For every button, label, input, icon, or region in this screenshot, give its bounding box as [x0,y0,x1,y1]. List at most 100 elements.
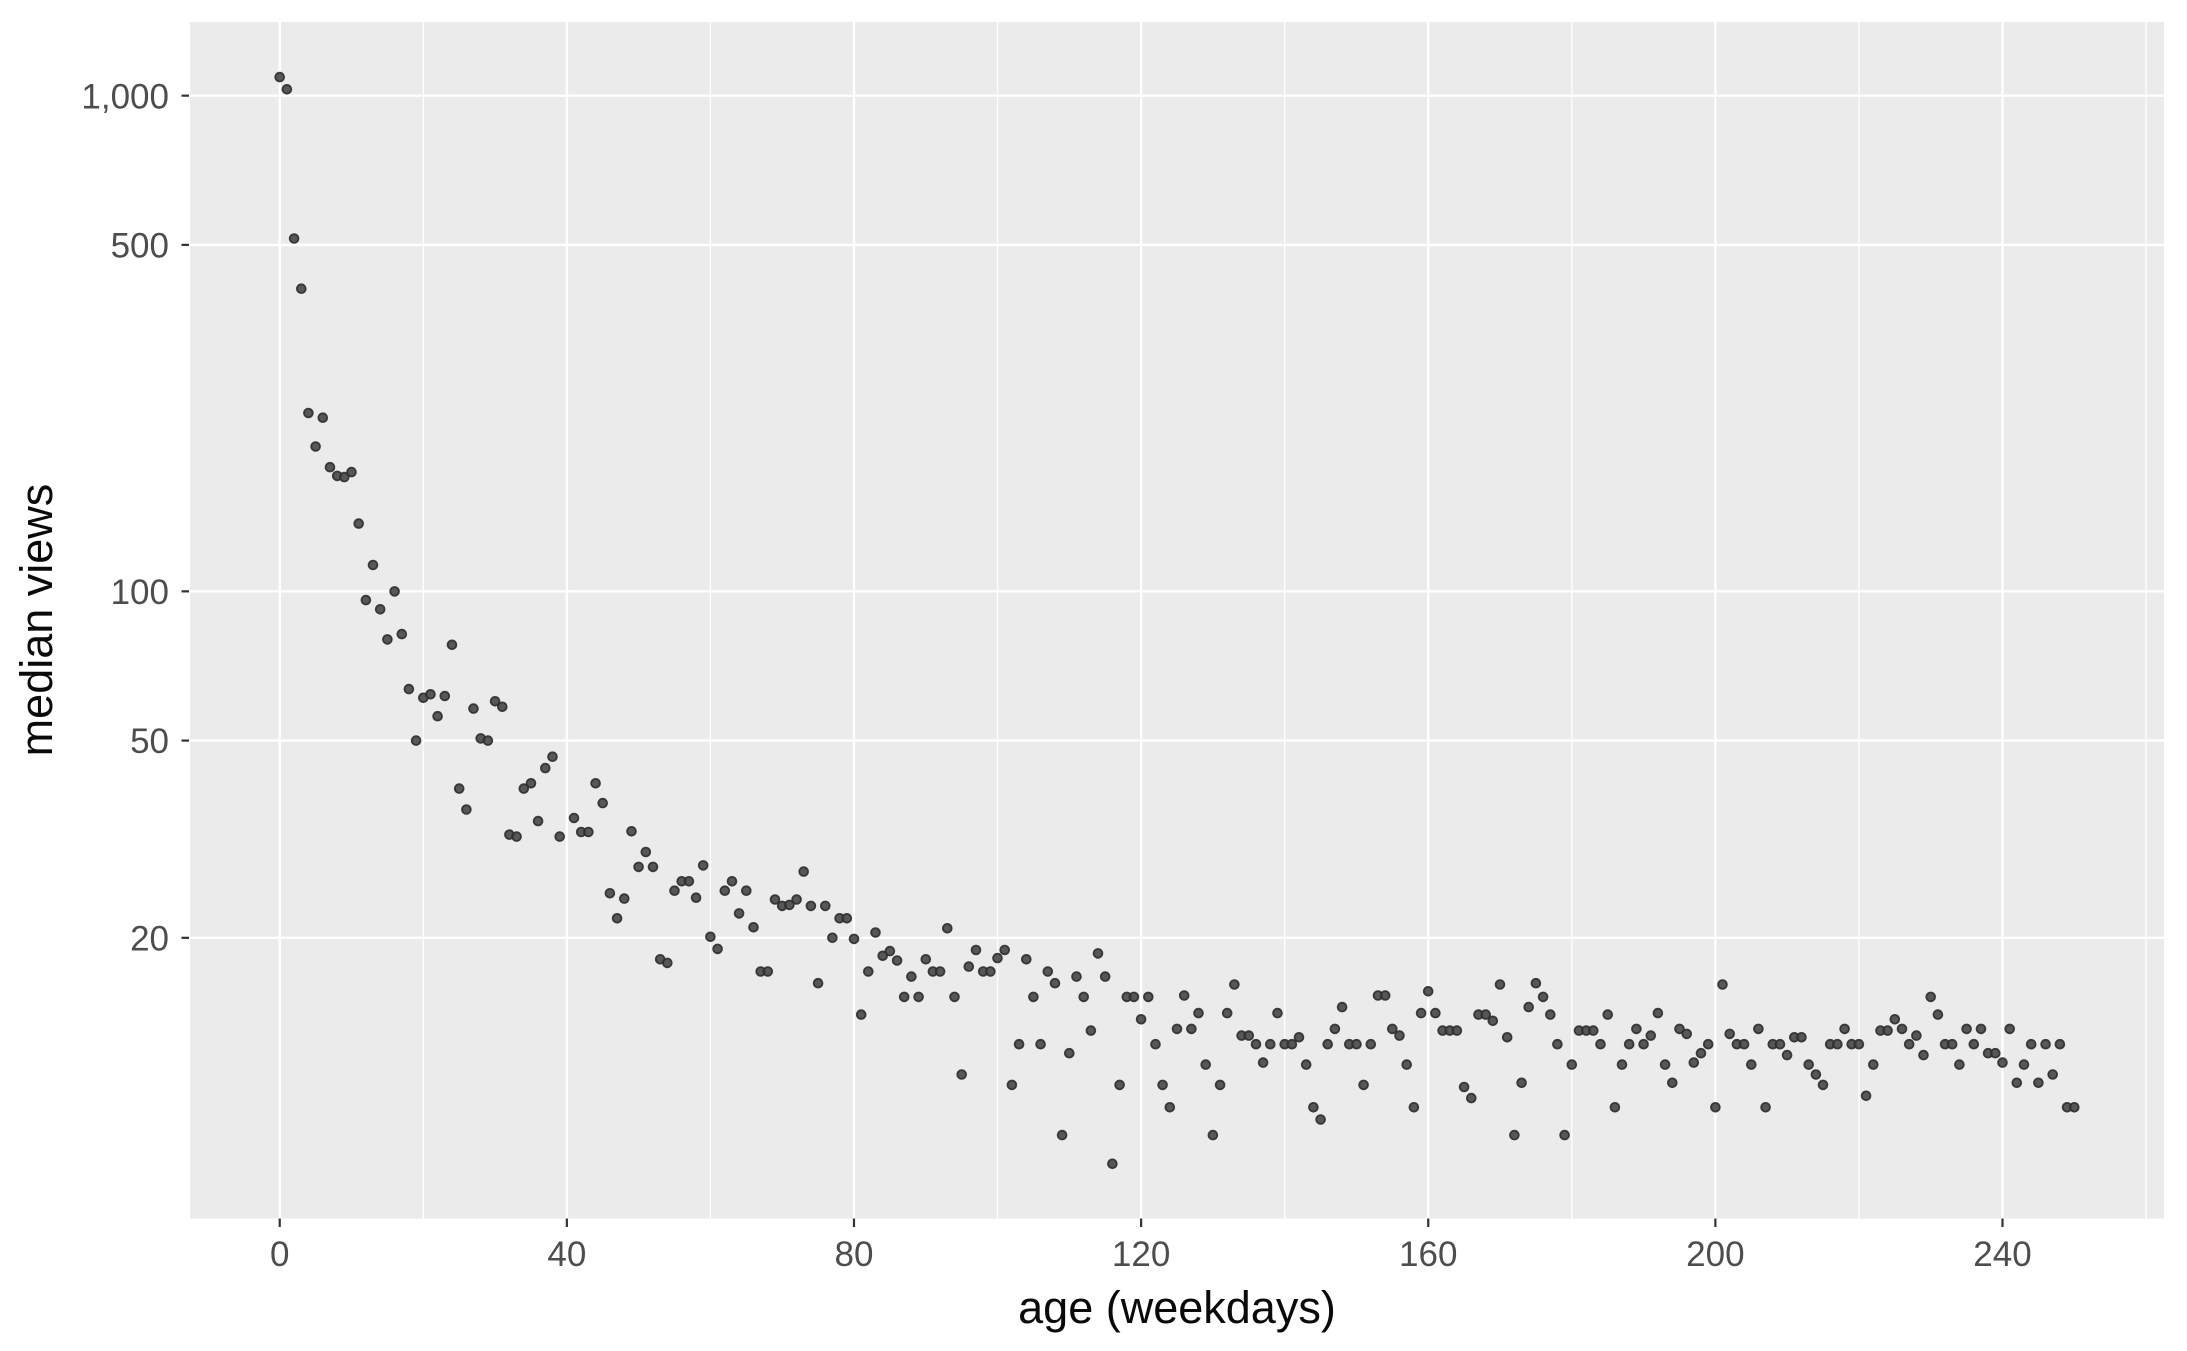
data-point [855,1009,867,1020]
data-point [733,908,745,919]
major-gridlines [190,22,2164,1219]
data-point [1243,1030,1255,1041]
data-point [518,783,530,794]
x-tick-label: 240 [1973,1235,2031,1274]
data-point [1114,1079,1125,1091]
data-point [1387,1023,1398,1035]
data-point [353,518,365,529]
data-point [1545,1009,1556,1020]
data-point [489,695,501,707]
data-point [1466,1092,1477,1104]
data-point [1559,1129,1570,1141]
data-point [1265,1038,1276,1050]
data-point [1107,1158,1118,1170]
data-point [1839,1023,1850,1035]
data-point [1422,985,1434,997]
y-tick-label: 20 [130,919,169,958]
data-point [870,927,881,938]
data-point [439,690,451,702]
data-point [805,900,817,912]
data-point [1013,1038,1025,1050]
data-point [346,466,357,478]
data-point [1516,1077,1527,1089]
data-point [1157,1079,1168,1091]
data-point [1042,966,1054,977]
data-point [661,957,673,969]
data-point [1860,1090,1872,1102]
data-point [1753,1023,1764,1035]
data-point [2033,1077,2044,1089]
data-point [1358,1079,1369,1091]
data-point [496,701,508,713]
data-point [1652,1007,1664,1019]
data-point [1961,1023,1972,1035]
data-point [726,875,738,887]
data-point [1832,1038,1843,1050]
data-point [1724,1028,1735,1040]
data-point [1092,948,1104,959]
data-point [1946,1038,1958,1050]
data-point [999,944,1010,956]
data-point [2040,1038,2051,1050]
data-point [1595,1038,1606,1050]
data-point [1214,1079,1226,1091]
data-point [1896,1023,1908,1035]
data-point [769,894,781,905]
data-point [1509,1129,1520,1141]
data-point [1315,1114,1326,1125]
data-point [1717,979,1728,990]
data-point [1702,1038,1714,1050]
data-point [1056,1129,1068,1141]
data-point [1329,1023,1341,1035]
data-point [1272,1007,1283,1019]
data-point [1394,1030,1405,1041]
data-point [1530,977,1542,989]
data-point [1006,1079,1018,1091]
data-point [1186,1023,1197,1035]
data-point [1918,1049,1929,1061]
data-point [1638,1038,1649,1050]
data-point [2011,1077,2023,1089]
data-point [281,84,293,95]
data-point [1451,1025,1463,1036]
data-point [690,892,702,903]
data-point [784,899,795,911]
data-point [618,893,630,904]
data-point [898,991,910,1003]
data-point [1293,1032,1305,1043]
data-point [288,233,300,244]
data-point [1566,1059,1578,1070]
data-point [906,971,917,982]
data-point [1336,1001,1348,1013]
data-point [295,283,307,295]
data-point [697,860,709,871]
data-point [1911,1030,1922,1041]
data-point [1695,1047,1707,1059]
data-point [1365,1038,1377,1050]
data-point [547,751,558,762]
data-point [798,866,809,877]
data-point [324,461,336,473]
data-point [1487,1015,1499,1027]
data-point [633,861,644,873]
data-point [1738,1038,1750,1050]
data-point [1903,1038,1915,1050]
data-point [748,921,759,933]
x-tick-label: 40 [547,1235,586,1274]
y-tick-label: 50 [130,722,169,761]
data-point [1501,1032,1513,1043]
data-point [1379,990,1391,1001]
data-point [1135,1013,1147,1025]
data-point [1552,1038,1563,1050]
data-point [1968,1038,1980,1050]
data-point [410,735,422,746]
data-point [453,783,465,794]
data-point [1480,1009,1491,1020]
x-axis-tick-labels: 0 40 80 120 160 200 240 [270,1235,2032,1274]
y-tick-label: 1,000 [81,77,169,116]
data-point [819,900,831,912]
data-point [374,603,386,615]
data-point [1523,1001,1534,1013]
data-point [647,861,659,873]
